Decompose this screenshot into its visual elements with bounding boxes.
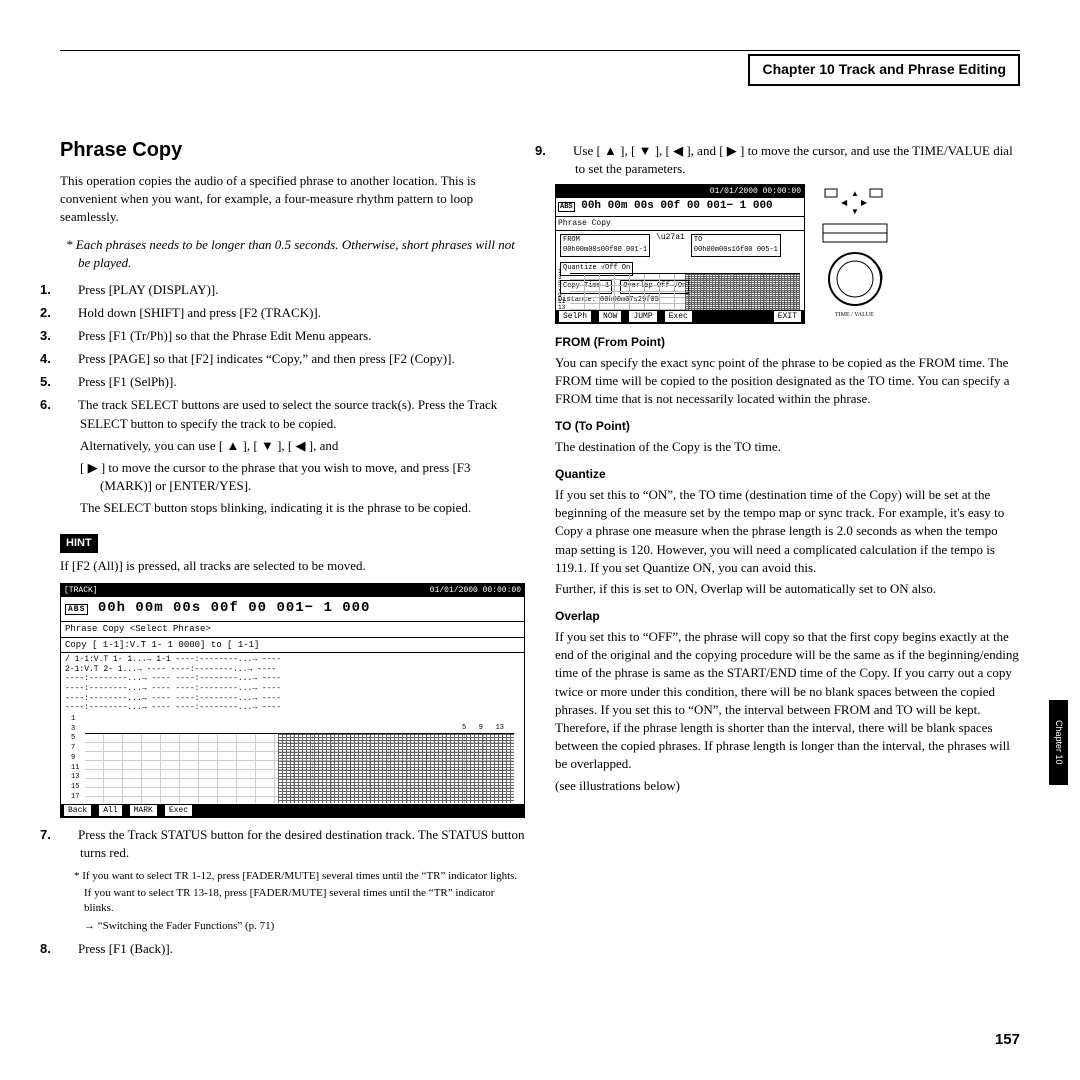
lcd-screenshot-1: [TRACK] 01/01/2000 00:00:00 ABS 00h 00m … — [60, 583, 525, 818]
step-text: Press the Track STATUS button for the de… — [78, 827, 525, 860]
lcd-screenshot-2: 01/01/2000 00:00:00 ABS 00h 00m 00s 00f … — [555, 184, 805, 324]
quantize-para: If you set this to “ON”, the TO time (de… — [555, 486, 1020, 577]
track-row: / 1-1:V.T 1- 1...→ 1-1 ----:--------...→… — [65, 655, 520, 665]
fig-btn: SelPh — [559, 311, 591, 322]
step-7: 7.Press the Track STATUS button for the … — [80, 826, 525, 862]
step-list-right: 9.Use [ ▲ ], [ ▼ ], [ ◀ ], and [ ▶ ] to … — [555, 142, 1020, 178]
header-rule — [60, 50, 1020, 51]
step-text: Press [PAGE] so that [F2] indicates “Cop… — [78, 351, 455, 366]
step-4: 4.Press [PAGE] so that [F2] indicates “C… — [80, 350, 525, 368]
fig-btn: EXIT — [774, 311, 801, 322]
step-2: 2.Hold down [SHIFT] and press [F2 (TRACK… — [80, 304, 525, 322]
page-number: 157 — [995, 1029, 1020, 1050]
track-row: 2-1:V.T 2- 1...→ ---- ----:--------...→ … — [65, 665, 520, 675]
track-row: ----:--------...→ ---- ----:--------...→… — [65, 684, 520, 694]
step-text: Use [ ▲ ], [ ▼ ], [ ◀ ], and [ ▶ ] to mo… — [573, 143, 1013, 176]
fig1-grid: 5 9 13 — [85, 733, 514, 803]
hint-badge: HINT — [60, 534, 98, 553]
step7-note2: If you want to select TR 13-18, press [F… — [84, 886, 525, 917]
fig1-top-right: 01/01/2000 00:00:00 — [430, 585, 521, 596]
overlap-para2: (see illustrations below) — [555, 777, 1020, 795]
fig2-from: FROM 00h00m00s00f00 001-1 — [560, 234, 650, 258]
step-6-sub2: [ ▶ ] to move the cursor to the phrase t… — [100, 459, 525, 495]
fig1-top-left: [TRACK] — [64, 585, 98, 596]
step-list-3: 8.Press [F1 (Back)]. — [60, 940, 525, 958]
track-row: ----:--------...→ ---- ----:--------...→… — [65, 703, 520, 713]
fig1-subtitle: Phrase Copy <Select Phrase> — [61, 622, 524, 638]
quantize-para2: Further, if this is set to ON, Overlap w… — [555, 580, 1020, 598]
fig1-buttons: Back All MARK Exec — [61, 804, 524, 817]
step-text: Press [F1 (SelPh)]. — [78, 374, 177, 389]
track-row: ----:--------...→ ---- ----:--------...→… — [65, 694, 520, 704]
fig2-time: 00h 00m 00s 00f 00 001− 1 000 — [581, 200, 772, 212]
chapter-title-box: Chapter 10 Track and Phrase Editing — [748, 54, 1020, 86]
step7-note1: If you want to select TR 1-12, press [FA… — [84, 869, 525, 884]
italic-note: Each phrases needs to be longer than 0.5… — [78, 236, 525, 272]
svg-text:▲: ▲ — [851, 189, 859, 198]
from-para: You can specify the exact sync point of … — [555, 354, 1020, 409]
right-column: 9.Use [ ▲ ], [ ▼ ], [ ◀ ], and [ ▶ ] to … — [555, 136, 1020, 965]
step-list: 1.Press [PLAY (DISPLAY)]. 2.Hold down [S… — [60, 281, 525, 518]
track-row: ----:--------...→ ---- ----:--------...→… — [65, 674, 520, 684]
arrow-right-icon: \u27a1 — [656, 232, 685, 260]
fig-btn: MARK — [130, 805, 157, 816]
fig2-to: TO 00h00m00s16f00 005-1 — [691, 234, 781, 258]
to-heading: TO (To Point) — [555, 418, 1020, 435]
step-5: 5.Press [F1 (SelPh)]. — [80, 373, 525, 391]
step-6-sub1: Alternatively, you can use [ ▲ ], [ ▼ ],… — [100, 437, 525, 455]
step-3: 3.Press [F1 (Tr/Ph)] so that the Phrase … — [80, 327, 525, 345]
chapter-side-tab: Chapter 10 — [1049, 700, 1068, 785]
svg-text:▶: ▶ — [861, 198, 868, 207]
step-text: The track SELECT buttons are used to sel… — [78, 397, 497, 430]
overlap-heading: Overlap — [555, 608, 1020, 625]
fig-btn: All — [99, 805, 121, 816]
fig2-sub: Phrase Copy — [556, 217, 804, 231]
fig1-time: ABS 00h 00m 00s 00f 00 001− 1 000 — [61, 597, 524, 622]
dial-label: TIME / VALUE — [835, 312, 874, 318]
step-8: 8.Press [F1 (Back)]. — [80, 940, 525, 958]
fig1-time-value: 00h 00m 00s 00f 00 001− 1 000 — [98, 600, 371, 616]
step-text: Press [F1 (Back)]. — [78, 941, 173, 956]
fig2-buttons: SelPh NOW JUMP Exec EXIT — [556, 310, 804, 323]
fig-btn: NOW — [599, 311, 621, 322]
step-text: Press [F1 (Tr/Ph)] so that the Phrase Ed… — [78, 328, 371, 343]
quantize-heading: Quantize — [555, 466, 1020, 483]
step-9: 9.Use [ ▲ ], [ ▼ ], [ ◀ ], and [ ▶ ] to … — [575, 142, 1020, 178]
step-list-2: 7.Press the Track STATUS button for the … — [60, 826, 525, 862]
section-heading: Phrase Copy — [60, 136, 525, 164]
step-6: 6.The track SELECT buttons are used to s… — [80, 396, 525, 517]
fig1-copyline: Copy [ 1-1]:V.T 1- 1 0000] to [ 1-1] — [61, 638, 524, 654]
step-1: 1.Press [PLAY (DISPLAY)]. — [80, 281, 525, 299]
step7-note3: → “Switching the Fader Functions” (p. 71… — [84, 919, 525, 934]
from-heading: FROM (From Point) — [555, 334, 1020, 351]
intro-paragraph: This operation copies the audio of a spe… — [60, 172, 525, 227]
fig-btn: Back — [64, 805, 91, 816]
fig1-tracklist: / 1-1:V.T 1- 1...→ 1-1 ----:--------...→… — [61, 653, 524, 715]
to-para: The destination of the Copy is the TO ti… — [555, 438, 1020, 456]
fig2-top-right: 01/01/2000 00:00:00 — [710, 186, 801, 197]
hint-label: HINT — [66, 537, 92, 549]
fig-btn: Exec — [665, 311, 692, 322]
fig-btn: JUMP — [629, 311, 656, 322]
step-text: Hold down [SHIFT] and press [F2 (TRACK)]… — [78, 305, 321, 320]
svg-text:◀: ◀ — [841, 198, 848, 207]
step-text: Press [PLAY (DISPLAY)]. — [78, 282, 219, 297]
fig-btn: Exec — [165, 805, 192, 816]
hint-text: If [F2 (All)] is pressed, all tracks are… — [60, 557, 525, 575]
left-column: Phrase Copy This operation copies the au… — [60, 136, 525, 965]
dial-diagram: ▲ ▼ ◀ ▶ TIME / VALUE — [815, 184, 895, 324]
two-column-layout: Phrase Copy This operation copies the au… — [60, 136, 1020, 965]
svg-text:▼: ▼ — [851, 207, 859, 216]
overlap-para: If you set this to “OFF”, the phrase wil… — [555, 628, 1020, 774]
lcd-screenshot-2-group: 01/01/2000 00:00:00 ABS 00h 00m 00s 00f … — [555, 184, 1020, 324]
step-6-sub3: The SELECT button stops blinking, indica… — [100, 499, 525, 517]
